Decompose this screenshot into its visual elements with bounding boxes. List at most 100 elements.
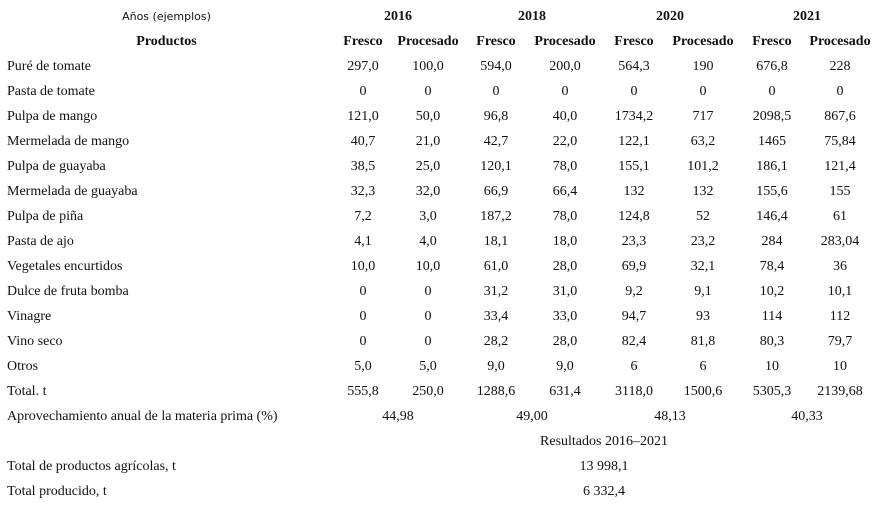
value-cell: 0 <box>699 83 707 99</box>
value-cell: 23,3 <box>621 233 647 249</box>
value-cell: 93 <box>696 308 710 324</box>
utilization-value: 48,13 <box>654 408 686 424</box>
value-cell: 155,1 <box>618 158 650 174</box>
table-row: Total producido, t 6 332,4 <box>0 479 875 504</box>
utilization-value: 44,98 <box>382 408 414 424</box>
value-cell: 0 <box>424 83 432 99</box>
value-cell: 5305,3 <box>752 383 792 399</box>
value-cell: 1500,6 <box>683 383 723 399</box>
value-cell: 3118,0 <box>615 383 653 399</box>
table-row: Aprovechamiento anual de la materia prim… <box>0 404 875 429</box>
value-cell: 7,2 <box>354 208 372 224</box>
results-value: 13 998,1 <box>579 458 629 474</box>
value-cell: 9,1 <box>694 283 712 299</box>
value-cell: 10,0 <box>350 258 376 274</box>
value-cell: 40,0 <box>552 108 578 124</box>
value-cell: 187,2 <box>480 208 512 224</box>
value-cell: 10 <box>765 358 779 374</box>
value-cell: 82,4 <box>621 333 647 349</box>
value-cell: 6 <box>699 358 707 374</box>
value-cell: 61 <box>833 208 847 224</box>
value-cell: 284 <box>761 233 783 249</box>
value-cell: 10 <box>833 358 847 374</box>
value-cell: 132 <box>623 183 645 199</box>
product-name: Pasta de tomate <box>7 83 95 99</box>
product-name: Pasta de ajo <box>7 233 74 249</box>
value-cell: 52 <box>696 208 710 224</box>
value-cell: 25,0 <box>415 158 441 174</box>
subheader: Procesado <box>809 33 871 49</box>
value-cell: 80,3 <box>759 333 785 349</box>
value-cell: 114 <box>761 308 783 324</box>
value-cell: 676,8 <box>756 58 788 74</box>
value-cell: 63,2 <box>690 133 716 149</box>
value-cell: 50,0 <box>415 108 441 124</box>
value-cell: 0 <box>424 308 432 324</box>
value-cell: 186,1 <box>756 158 788 174</box>
table-row: Pulpa de piña 7,2 3,0 187,2 78,0 124,8 52 146,4… <box>0 204 875 229</box>
product-name: Otros <box>7 358 39 374</box>
results-value: 6 332,4 <box>583 483 625 499</box>
table-row: Otros 5,0 5,0 9,0 9,0 6 6 10 10 <box>0 354 875 379</box>
product-name: Vinagre <box>7 308 52 324</box>
value-cell: 555,8 <box>347 383 379 399</box>
value-cell: 9,0 <box>556 358 574 374</box>
value-cell: 10,1 <box>827 283 853 299</box>
subheader: Procesado <box>397 33 459 49</box>
table-row: Productos Fresco Procesado Fresco Procesado F… <box>0 29 875 54</box>
table-row: Mermelada de mango 40,7 21,0 42,7 22,0 122,1 6… <box>0 129 875 154</box>
results-label: Total de productos agrícolas, t <box>7 458 176 474</box>
table-row: Puré de tomate 297,0 100,0 594,0 200,0 564,3 1… <box>0 54 875 79</box>
value-cell: 32,1 <box>690 258 716 274</box>
table-row: Total. t 555,8 250,0 1288,6 631,4 3118,0 1500,… <box>0 379 875 404</box>
value-cell: 297,0 <box>347 58 379 74</box>
value-cell: 10,0 <box>415 258 441 274</box>
value-cell: 78,4 <box>759 258 785 274</box>
subheader: Fresco <box>343 33 383 49</box>
year-header: 2021 <box>793 8 821 24</box>
utilization-value: 49,00 <box>516 408 548 424</box>
value-cell: 594,0 <box>480 58 512 74</box>
utilization-label: Aprovechamiento anual de la materia prim… <box>7 408 278 424</box>
products-label: Productos <box>136 33 197 49</box>
value-cell: 0 <box>561 83 569 99</box>
year-header: 2020 <box>656 8 684 24</box>
value-cell: 36 <box>833 258 847 274</box>
value-cell: 2098,5 <box>752 108 792 124</box>
subheader: Procesado <box>534 33 596 49</box>
value-cell: 124,8 <box>618 208 650 224</box>
subheader: Fresco <box>476 33 516 49</box>
value-cell: 38,5 <box>350 158 376 174</box>
value-cell: 0 <box>424 333 432 349</box>
value-cell: 3,0 <box>419 208 437 224</box>
value-cell: 101,2 <box>687 158 719 174</box>
value-cell: 120,1 <box>480 158 512 174</box>
table-row: Resultados 2016–2021 <box>0 429 875 454</box>
value-cell: 61,0 <box>483 258 509 274</box>
product-name: Mermelada de guayaba <box>7 183 138 199</box>
value-cell: 66,9 <box>483 183 509 199</box>
value-cell: 79,7 <box>827 333 853 349</box>
value-cell: 564,3 <box>618 58 650 74</box>
value-cell: 122,1 <box>618 133 650 149</box>
subheader: Fresco <box>752 33 792 49</box>
value-cell: 2139,68 <box>817 383 863 399</box>
value-cell: 631,4 <box>549 383 581 399</box>
value-cell: 9,0 <box>487 358 505 374</box>
value-cell: 1465 <box>758 133 786 149</box>
data-table: Años (ejemplos) 2016 2018 2020 2021 Productos… <box>0 4 875 504</box>
value-cell: 31,0 <box>552 283 578 299</box>
value-cell: 283,04 <box>820 233 860 249</box>
value-cell: 200,0 <box>549 58 581 74</box>
value-cell: 4,1 <box>354 233 372 249</box>
table-row: Vegetales encurtidos 10,0 10,0 61,0 28,0 69,9… <box>0 254 875 279</box>
value-cell: 69,9 <box>621 258 647 274</box>
product-name: Vino seco <box>7 333 63 349</box>
value-cell: 228 <box>829 58 851 74</box>
value-cell: 18,1 <box>483 233 509 249</box>
value-cell: 155 <box>829 183 851 199</box>
table-row: Pasta de tomate 0 0 0 0 0 0 0 0 <box>0 79 875 104</box>
product-name: Puré de tomate <box>7 58 91 74</box>
value-cell: 1734,2 <box>614 108 654 124</box>
value-cell: 94,7 <box>621 308 647 324</box>
